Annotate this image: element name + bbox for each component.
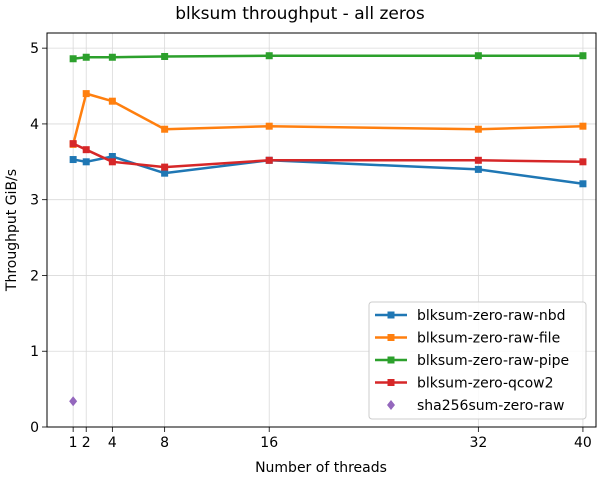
data-point (474, 156, 482, 164)
x-tick-label: 4 (108, 435, 117, 451)
data-point (108, 53, 116, 61)
legend-item: sha256sum-zero-raw (387, 398, 564, 414)
x-tick-label: 16 (260, 435, 278, 451)
y-tick-label: 1 (30, 344, 39, 360)
y-tick-label: 2 (30, 268, 39, 284)
data-point (265, 52, 273, 60)
y-axis-label: Throughput GiB/s (4, 169, 20, 292)
legend-label: blksum-zero-raw-nbd (417, 308, 566, 324)
y-tick-label: 0 (30, 420, 39, 436)
legend-item: blksum-zero-qcow2 (375, 376, 554, 392)
data-point (161, 52, 169, 60)
legend-label: sha256sum-zero-raw (417, 398, 564, 414)
x-tick-label: 32 (469, 435, 487, 451)
legend-box (368, 301, 587, 420)
legend-item: blksum-zero-raw-file (375, 331, 560, 347)
y-tick-label: 4 (30, 117, 39, 133)
data-point (69, 396, 78, 407)
data-point (161, 125, 169, 133)
series-blksum-zero-raw-pipe (69, 52, 587, 63)
data-point (69, 140, 77, 148)
x-tick-label: 40 (574, 435, 592, 451)
data-point (579, 52, 587, 60)
y-tick-label: 3 (30, 193, 39, 209)
x-axis-label: Number of threads (255, 460, 387, 476)
x-tick-label: 2 (82, 435, 91, 451)
data-point (474, 52, 482, 60)
legend: blksum-zero-raw-nbd blksum-zero-raw-file b… (368, 301, 587, 420)
legend-marker (387, 379, 395, 386)
data-point (474, 165, 482, 173)
data-point (474, 125, 482, 133)
series-sha256sum-zero-raw (69, 396, 78, 407)
series-blksum-zero-qcow2 (69, 140, 587, 171)
data-point (265, 122, 273, 130)
data-point (82, 146, 90, 154)
legend-marker (387, 311, 395, 319)
data-point (69, 55, 77, 63)
y-tick-label: 5 (30, 41, 39, 57)
series-layer (69, 52, 587, 407)
data-point (82, 53, 90, 61)
data-point (108, 97, 116, 105)
legend-item: blksum-zero-raw-nbd (375, 308, 566, 324)
data-point (82, 158, 90, 166)
data-point (69, 156, 77, 164)
plot-frame (46, 32, 597, 428)
legend-label: blksum-zero-qcow2 (417, 376, 554, 392)
legend-marker (387, 356, 395, 364)
data-point (265, 156, 273, 164)
data-point (161, 163, 169, 171)
chart-title: blksum throughput - all zeros (175, 4, 425, 24)
legend-marker (387, 334, 395, 341)
data-point (161, 169, 169, 177)
data-point (579, 158, 587, 166)
x-tick-label: 8 (160, 435, 169, 451)
legend-marker (387, 400, 395, 410)
legend-label: blksum-zero-raw-pipe (417, 353, 569, 369)
data-point (579, 122, 587, 130)
data-point (108, 153, 116, 161)
data-point (579, 180, 587, 188)
data-point (108, 158, 116, 166)
data-point (82, 90, 90, 98)
legend-label: blksum-zero-raw-file (417, 331, 560, 347)
legend-item: blksum-zero-raw-pipe (375, 353, 569, 369)
x-tick-label: 1 (69, 435, 78, 451)
